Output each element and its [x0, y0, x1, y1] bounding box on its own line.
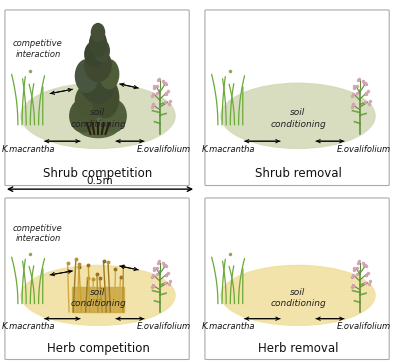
Ellipse shape [85, 42, 104, 67]
Text: K.macrantha: K.macrantha [202, 322, 255, 331]
FancyBboxPatch shape [5, 198, 189, 359]
Ellipse shape [81, 63, 115, 103]
Text: conditioning: conditioning [70, 299, 126, 308]
Text: E.ovalifolium: E.ovalifolium [137, 322, 191, 331]
Ellipse shape [21, 265, 175, 325]
Text: E.ovalifolium: E.ovalifolium [137, 145, 191, 154]
Text: Herb competition: Herb competition [46, 342, 150, 355]
Text: E.ovalifolium: E.ovalifolium [337, 322, 391, 331]
Text: conditioning: conditioning [270, 299, 326, 308]
Ellipse shape [77, 116, 119, 138]
Bar [72, 287, 124, 312]
Text: Shrub competition: Shrub competition [43, 167, 153, 180]
Ellipse shape [76, 83, 106, 119]
Ellipse shape [94, 40, 109, 62]
Text: E.ovalifolium: E.ovalifolium [337, 145, 391, 154]
Text: soil: soil [290, 108, 306, 117]
Text: soil: soil [90, 108, 106, 117]
Text: soil: soil [90, 287, 106, 296]
Text: Herb removal: Herb removal [258, 342, 338, 355]
Text: K.macrantha: K.macrantha [2, 145, 55, 154]
Ellipse shape [221, 265, 375, 325]
Text: conditioning: conditioning [270, 121, 326, 129]
Text: 0.5m: 0.5m [87, 176, 113, 186]
Text: conditioning: conditioning [70, 121, 126, 129]
Ellipse shape [21, 83, 175, 148]
Text: interaction: interaction [15, 50, 60, 59]
Text: K.macrantha: K.macrantha [2, 322, 55, 331]
Ellipse shape [85, 49, 111, 81]
Text: soil: soil [290, 287, 306, 296]
Ellipse shape [221, 83, 375, 148]
Ellipse shape [100, 60, 119, 89]
Ellipse shape [92, 78, 119, 118]
FancyBboxPatch shape [5, 10, 189, 185]
FancyBboxPatch shape [205, 198, 389, 359]
Ellipse shape [76, 60, 98, 92]
Text: competitive: competitive [13, 39, 63, 48]
Ellipse shape [100, 100, 126, 132]
Text: competitive: competitive [13, 224, 63, 233]
Ellipse shape [90, 31, 106, 56]
Text: K.macrantha: K.macrantha [202, 145, 255, 154]
Ellipse shape [70, 100, 96, 132]
Text: Shrub removal: Shrub removal [254, 167, 342, 180]
FancyBboxPatch shape [205, 10, 389, 185]
Text: interaction: interaction [15, 234, 60, 243]
Ellipse shape [92, 24, 104, 42]
